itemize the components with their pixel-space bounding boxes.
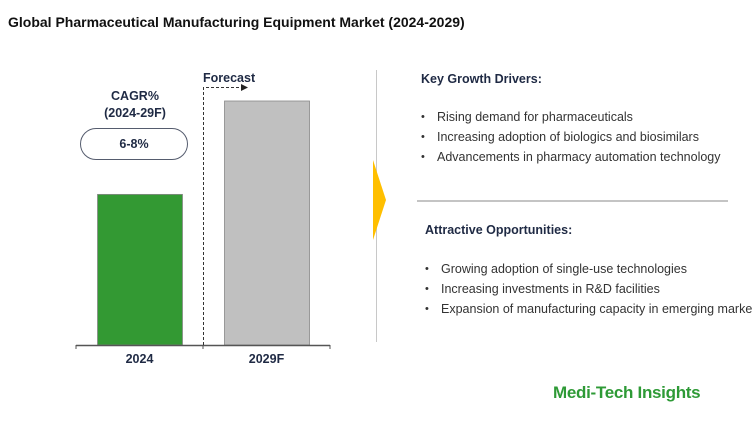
forecast-divider	[203, 87, 242, 345]
list-item: Increasing investments in R&D facilities	[425, 279, 752, 299]
list-item: Increasing adoption of biologics and bio…	[421, 127, 721, 147]
cagr-value-pill: 6-8%	[80, 128, 188, 160]
brand-logo: Medi-Tech Insights	[553, 383, 701, 402]
bar-2029f	[224, 100, 310, 346]
chevron-right-icon	[373, 160, 386, 240]
list-item: Rising demand for pharmaceuticals	[421, 107, 721, 127]
bar-chart	[75, 84, 331, 349]
drivers-section: Key Growth Drivers: Rising demand for ph…	[421, 72, 721, 167]
cagr-label-line2: (2024-29F)	[104, 106, 166, 120]
drivers-list: Rising demand for pharmaceuticalsIncreas…	[421, 107, 721, 167]
opportunities-list: Growing adoption of single-use technolog…	[425, 259, 752, 319]
forecast-arrow-icon	[241, 84, 248, 91]
opportunities-heading: Attractive Opportunities:	[425, 223, 573, 237]
bar-2024	[97, 193, 183, 346]
x-tick-label-2029f: 2029F	[248, 352, 285, 366]
opportunities-section: Attractive Opportunities: Growing adopti…	[425, 223, 752, 319]
x-tick-label-2024: 2024	[125, 352, 154, 366]
list-item: Advancements in pharmacy automation tech…	[421, 147, 721, 167]
drivers-heading: Key Growth Drivers:	[421, 72, 542, 86]
list-item: Expansion of manufacturing capacity in e…	[425, 299, 752, 319]
cagr-label: CAGR% (2024-29F)	[80, 88, 190, 122]
section-divider	[417, 200, 728, 202]
cagr-label-line1: CAGR%	[111, 89, 159, 103]
cagr-value: 6-8%	[119, 137, 149, 151]
chart-title: Global Pharmaceutical Manufacturing Equi…	[8, 14, 465, 30]
forecast-label: Forecast	[203, 71, 256, 85]
list-item: Growing adoption of single-use technolog…	[425, 259, 752, 279]
